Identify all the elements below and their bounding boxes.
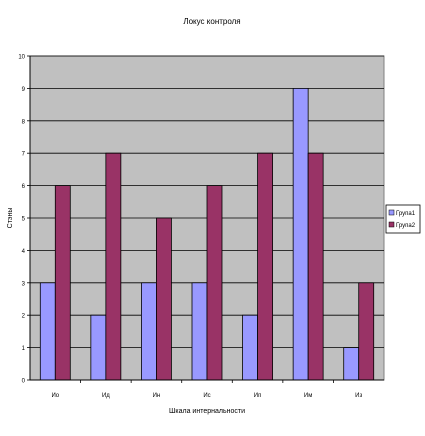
- bar-Група1-Ип: [242, 314, 258, 381]
- chart-title: Локус контроля: [183, 17, 240, 26]
- y-tick-label: 0: [22, 379, 26, 385]
- bar-Група1-Ин: [141, 282, 157, 381]
- bar-Група2-Ип: [257, 152, 273, 381]
- bar-Група2-Ид: [105, 152, 122, 381]
- x-tick-label: Ип: [254, 393, 262, 399]
- bars: [39, 88, 375, 381]
- x-tick-label: Ид: [102, 393, 110, 399]
- y-tick-label: 5: [22, 217, 26, 223]
- legend-label: Група1: [396, 211, 416, 217]
- y-tick-label: 1: [22, 346, 26, 352]
- y-tick-label: 9: [22, 87, 26, 93]
- bar-Група2-Ин: [156, 217, 172, 381]
- y-tick-label: 4: [22, 249, 26, 255]
- legend-swatch: [388, 221, 395, 228]
- x-axis-label: Шкала интернальности: [169, 408, 245, 415]
- y-tick-label: 10: [18, 55, 25, 61]
- y-tick-label: 3: [22, 281, 26, 287]
- x-tick-label: Ин: [153, 393, 161, 399]
- y-tick-label: 6: [22, 184, 26, 190]
- x-tick-label: Им: [304, 393, 312, 399]
- legend-swatch: [388, 209, 395, 216]
- gridlines: [30, 55, 384, 349]
- bar-Група1-Ио: [39, 282, 56, 381]
- legend-label: Група2: [396, 223, 416, 229]
- bar-Група2-Ис: [206, 185, 223, 381]
- y-tick-label: 8: [22, 119, 26, 125]
- x-tick-label: Из: [355, 393, 362, 399]
- bar-Група1-Ис: [191, 282, 208, 381]
- x-tick-label: Ио: [51, 393, 59, 399]
- bar-Група1-Из: [343, 347, 360, 381]
- bar-Група2-Из: [358, 282, 375, 381]
- y-axis-ticks: 0 1 2 3 4 5 6 7 8 9 10: [18, 55, 30, 385]
- legend-box: [385, 204, 421, 234]
- bar-Група2-Ио: [54, 185, 71, 381]
- bar-Група1-Им: [292, 88, 309, 381]
- x-tick-label: Ис: [203, 393, 210, 399]
- legend: Група1 Група2: [385, 204, 421, 234]
- bar-Група1-Ид: [90, 314, 107, 381]
- y-tick-label: 2: [22, 314, 26, 320]
- bar-Група2-Им: [307, 152, 324, 381]
- x-axis-ticks: Ио Ид Ин Ис Ип Им Из: [51, 380, 362, 399]
- y-axis-label: Стэны: [7, 208, 14, 229]
- y-tick-label: 7: [22, 152, 26, 158]
